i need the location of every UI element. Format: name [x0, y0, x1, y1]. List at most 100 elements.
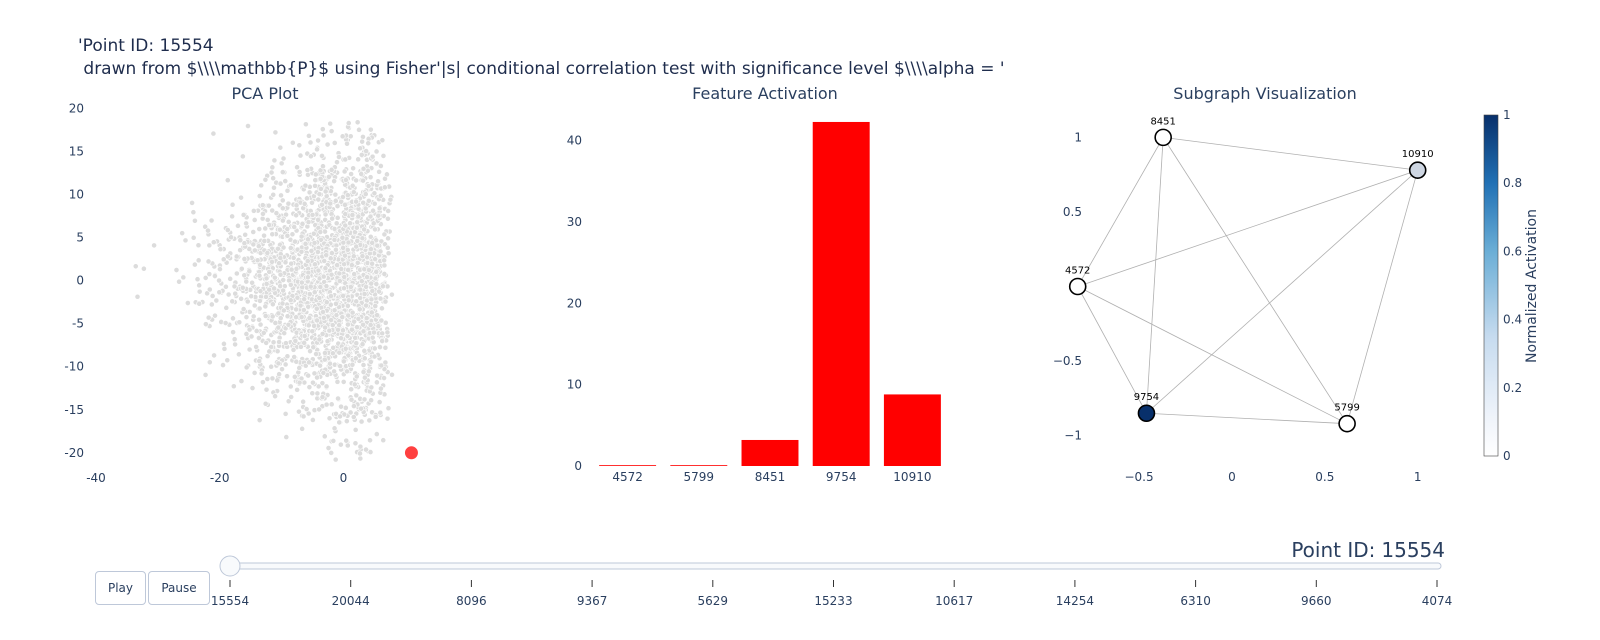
pca-point: [288, 266, 295, 273]
pca-point: [306, 189, 313, 196]
pca-point: [338, 403, 344, 410]
pca-point: [262, 313, 269, 319]
pca-point: [275, 324, 282, 331]
pca-point: [362, 205, 369, 212]
slider-current-prefix: Point ID:: [1291, 538, 1376, 562]
bar-y-tick: 10: [567, 378, 582, 392]
pca-point: [260, 379, 266, 386]
pca-point: [272, 320, 279, 326]
network-edge: [1146, 137, 1164, 414]
pca-point: [343, 177, 349, 183]
pca-point: [359, 253, 366, 260]
slider-handle[interactable]: [219, 555, 241, 577]
pca-point: [301, 296, 308, 303]
pca-point: [189, 200, 195, 206]
network-edge: [1162, 137, 1348, 424]
pca-point: [373, 268, 380, 275]
pca-point: [322, 265, 329, 272]
pca-point: [353, 224, 360, 231]
pca-point: [334, 159, 340, 166]
pca-point: [269, 164, 276, 171]
pca-point: [281, 330, 288, 337]
pca-point: [358, 152, 365, 158]
pca-point: [250, 241, 257, 248]
pca-point: [351, 381, 358, 388]
pca-point: [298, 233, 305, 240]
pca-point: [317, 229, 324, 235]
pca-point: [331, 307, 338, 314]
colorbar: 1 0.8 0.6 0.4 0.2 0: [1483, 108, 1522, 463]
pca-point: [382, 359, 389, 366]
pca-point: [206, 286, 213, 293]
pause-button[interactable]: Pause: [148, 571, 210, 605]
pca-point: [305, 274, 311, 281]
pca-point: [249, 385, 256, 391]
pca-point: [320, 132, 327, 139]
pca-point: [190, 234, 197, 241]
pca-point: [369, 153, 376, 160]
pca-point: [309, 328, 316, 335]
pca-point: [333, 300, 339, 307]
pca-point: [354, 119, 361, 126]
pca-point: [342, 345, 349, 352]
pca-point: [328, 449, 335, 456]
pca-point: [210, 239, 217, 246]
pca-point: [205, 227, 211, 234]
pca-point: [370, 207, 376, 214]
pca-point: [364, 274, 370, 281]
point-slider[interactable]: 15554 20044 8096 9367 5629 15233 10617 14254 631…: [211, 555, 1452, 608]
pca-point: [291, 354, 298, 360]
pca-point: [327, 120, 334, 127]
pca-point: [363, 148, 370, 154]
pca-point: [280, 244, 287, 251]
pca-point: [293, 202, 300, 209]
pca-point: [331, 368, 338, 375]
pca-point: [315, 267, 322, 274]
subgraph-network: −0.500.5110.50−0.5−184511091045729754579…: [1053, 116, 1434, 484]
pca-point: [358, 278, 365, 285]
pca-point: [360, 362, 367, 368]
pca-point: [316, 406, 323, 413]
pca-point: [202, 223, 209, 230]
network-node-4572: [1068, 277, 1087, 296]
pca-point: [306, 132, 312, 139]
pca-point: [290, 346, 297, 353]
pca-point: [320, 309, 326, 315]
pca-point: [334, 203, 341, 210]
pca-point: [294, 294, 301, 301]
pca-point: [271, 274, 278, 281]
pca-point: [323, 193, 330, 200]
pca-point: [339, 314, 346, 321]
pca-point: [333, 312, 340, 319]
pca-point: [361, 355, 368, 362]
pca-point: [379, 330, 386, 337]
pca-point: [380, 437, 387, 444]
pca-point: [283, 340, 289, 347]
pca-point: [302, 121, 309, 128]
pca-point: [329, 215, 336, 222]
pca-point: [278, 192, 284, 199]
pca-point: [279, 197, 286, 204]
figure-title-line-2: drawn from $\\\\mathbb{P}$ using Fisher'…: [78, 59, 1005, 79]
pca-y-tick: 20: [69, 102, 84, 116]
pca-point: [314, 390, 321, 397]
slider-step-label: 20044: [332, 594, 370, 608]
figure-title-line-1: 'Point ID: 15554: [78, 36, 214, 56]
pca-point: [327, 200, 334, 207]
pca-point: [366, 417, 373, 424]
pca-point: [179, 230, 186, 237]
pca-point: [229, 298, 236, 305]
pca-point: [355, 316, 362, 322]
pca-point: [363, 315, 370, 322]
pca-point: [303, 406, 310, 413]
pca-point: [269, 375, 276, 382]
pca-point: [208, 217, 215, 224]
colorbar-title: Normalized Activation: [1524, 209, 1540, 363]
pca-point: [312, 182, 318, 189]
play-button[interactable]: Play: [95, 571, 146, 605]
pca-point: [263, 280, 270, 287]
pca-point: [225, 291, 232, 298]
pca-point: [314, 317, 320, 324]
pca-point: [232, 341, 238, 348]
pca-point: [274, 348, 281, 355]
